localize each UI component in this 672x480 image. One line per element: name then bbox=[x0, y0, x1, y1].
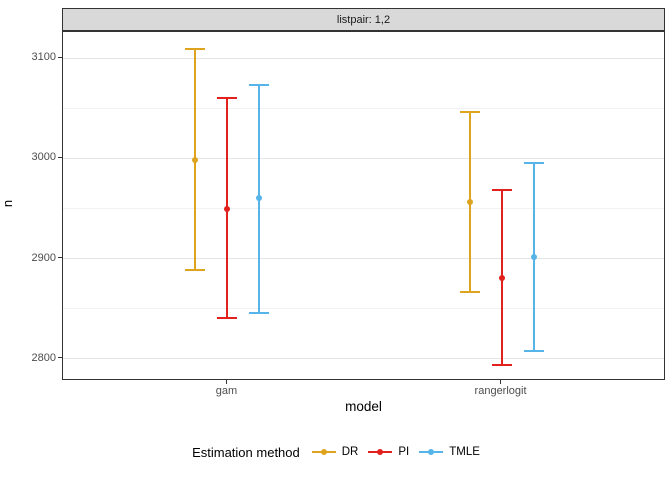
gridline-minor bbox=[63, 208, 664, 209]
y-tick-label: 3100 bbox=[31, 51, 56, 64]
x-tick-mark bbox=[500, 380, 502, 384]
errorbar-cap-upper-PI bbox=[491, 189, 512, 192]
pointrange-key-icon bbox=[419, 445, 444, 459]
errorbar-cap-upper-DR bbox=[459, 111, 480, 114]
y-tick-mark bbox=[58, 56, 62, 58]
legend-item-pi: PI bbox=[368, 445, 409, 459]
point-estimate-TMLE bbox=[256, 195, 263, 202]
y-tick-mark bbox=[58, 257, 62, 259]
point-estimate-DR bbox=[466, 199, 473, 206]
errorbar-cap-lower-PI bbox=[217, 316, 238, 319]
plot-panel bbox=[62, 31, 665, 380]
gridline-major bbox=[63, 157, 664, 159]
y-tick-mark bbox=[58, 357, 62, 359]
y-tick-label: 3000 bbox=[31, 151, 56, 164]
legend-item-tmle: TMLE bbox=[419, 445, 480, 459]
errorbar-cap-lower-DR bbox=[185, 268, 206, 271]
gridline-major bbox=[63, 358, 664, 360]
point-estimate-DR bbox=[192, 157, 199, 164]
legend-item-label: PI bbox=[398, 446, 410, 458]
errorbar-cap-lower-TMLE bbox=[249, 311, 270, 314]
point-estimate-PI bbox=[224, 205, 231, 212]
errorbar-cap-upper-DR bbox=[185, 48, 206, 51]
point-estimate-TMLE bbox=[530, 253, 537, 260]
x-tick-label: gam bbox=[215, 385, 238, 397]
errorbar-cap-upper-TMLE bbox=[249, 84, 270, 87]
errorbar-cap-lower-DR bbox=[459, 290, 480, 293]
facet-strip: listpair: 1,2 bbox=[62, 8, 665, 31]
facet-strip-label: listpair: 1,2 bbox=[336, 13, 391, 26]
gridline-major bbox=[63, 57, 664, 59]
pointrange-key-icon bbox=[311, 445, 336, 459]
errorbar-cap-upper-PI bbox=[217, 97, 238, 100]
legend-title: Estimation method bbox=[192, 444, 300, 460]
point-estimate-PI bbox=[498, 274, 505, 281]
errorbar-cap-lower-TMLE bbox=[523, 349, 544, 352]
legend: Estimation method DR PI TMLE bbox=[0, 441, 672, 463]
legend-item-label: TMLE bbox=[449, 446, 480, 458]
gridline-minor bbox=[63, 308, 664, 310]
gridline-minor bbox=[63, 107, 664, 109]
errorbar-cap-lower-PI bbox=[491, 363, 512, 366]
x-tick-mark bbox=[225, 380, 227, 384]
x-tick-label: rangerlogit bbox=[474, 385, 527, 397]
legend-item-dr: DR bbox=[311, 445, 359, 459]
pointrange-key-icon bbox=[368, 445, 393, 459]
gridline-major bbox=[63, 258, 664, 260]
y-tick-label: 2900 bbox=[31, 251, 56, 264]
errorbar-cap-upper-TMLE bbox=[523, 162, 544, 165]
y-tick-mark bbox=[58, 156, 62, 158]
y-axis-title: n bbox=[0, 199, 16, 208]
x-axis-title: model bbox=[345, 399, 382, 414]
legend-item-label: DR bbox=[341, 446, 359, 458]
y-tick-label: 2800 bbox=[31, 351, 56, 364]
